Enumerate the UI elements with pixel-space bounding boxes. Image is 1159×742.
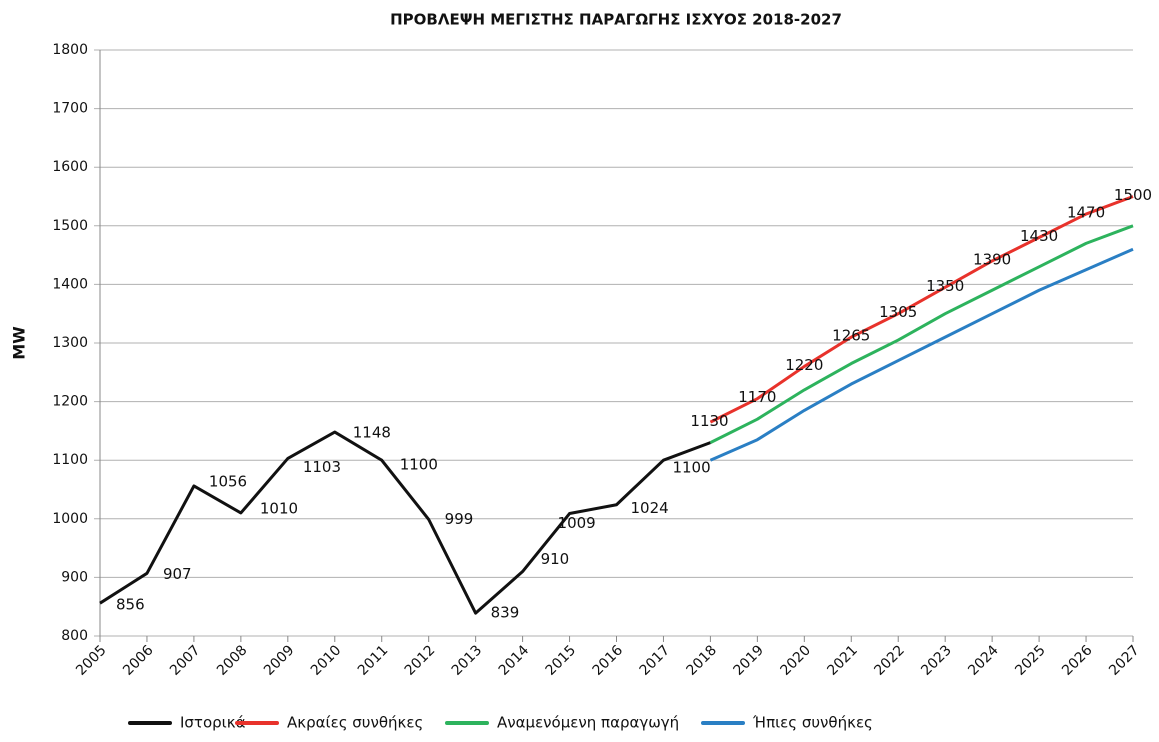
data-label: 1220 <box>785 356 823 374</box>
series-line <box>709 247 1134 462</box>
x-tick-label: 2015 <box>543 642 580 679</box>
data-label: 1056 <box>209 472 247 490</box>
data-label: 1500 <box>1114 186 1152 204</box>
y-tick-label: 1600 <box>52 159 88 175</box>
x-tick-label: 2017 <box>637 642 674 679</box>
x-tick-label: 2009 <box>261 642 298 679</box>
data-label: 1100 <box>400 456 438 474</box>
data-label: 1130 <box>690 412 728 430</box>
data-label: 1430 <box>1020 227 1058 245</box>
x-tick-label: 2005 <box>73 642 110 679</box>
x-tick-label: 2025 <box>1012 642 1049 679</box>
series-line <box>99 430 711 615</box>
y-tick-label: 1000 <box>52 511 88 527</box>
y-tick-label: 1500 <box>52 218 88 234</box>
data-label: 1305 <box>879 303 917 321</box>
data-label: 1265 <box>832 327 870 345</box>
y-tick-label: 800 <box>61 628 88 644</box>
x-tick-label: 2027 <box>1106 642 1143 679</box>
legend-label: Ιστορικά <box>180 714 246 732</box>
x-tick-label: 2014 <box>496 642 533 679</box>
data-label: 1100 <box>672 459 710 477</box>
x-tick-label: 2010 <box>308 642 345 679</box>
x-tick-label: 2024 <box>965 642 1002 679</box>
data-label: 1470 <box>1067 204 1105 222</box>
data-label: 839 <box>491 604 520 622</box>
x-tick-label: 2020 <box>777 642 814 679</box>
y-tick-label: 1700 <box>52 101 88 117</box>
legend-label: Ήπιες συνθήκες <box>752 714 873 732</box>
chart-title: ΠΡΟΒΛΕΨΗ ΜΕΓΙΣΤΗΣ ΠΑΡΑΓΩΓΗΣ ΙΣΧΥΟΣ 2018-… <box>390 11 842 29</box>
y-tick-label: 1100 <box>52 452 88 468</box>
data-label: 907 <box>163 565 192 583</box>
data-label: 1390 <box>973 250 1011 268</box>
data-label: 1170 <box>738 388 776 406</box>
x-tick-label: 2018 <box>684 642 721 679</box>
y-tick-label: 1200 <box>52 394 88 410</box>
legend-label: Ακραίες συνθήκες <box>287 714 423 732</box>
data-label: 910 <box>541 550 570 568</box>
x-tick-label: 2026 <box>1059 642 1096 679</box>
series-line <box>709 195 1134 424</box>
x-tick-label: 2021 <box>824 642 861 679</box>
x-tick-label: 2023 <box>918 642 955 679</box>
data-label: 1103 <box>303 458 341 476</box>
y-tick-label: 1300 <box>52 335 88 351</box>
x-tick-label: 2006 <box>120 642 157 679</box>
data-label: 1350 <box>926 277 964 295</box>
y-tick-label: 1800 <box>52 42 88 58</box>
y-tick-label: 1400 <box>52 276 88 292</box>
x-tick-label: 2022 <box>871 642 908 679</box>
x-tick-label: 2012 <box>402 642 439 679</box>
x-tick-label: 2013 <box>449 642 486 679</box>
data-label: 856 <box>116 596 145 614</box>
series-line <box>709 224 1134 444</box>
x-tick-label: 2016 <box>590 642 627 679</box>
x-tick-label: 2007 <box>167 642 204 679</box>
y-tick-label: 900 <box>61 569 88 585</box>
x-tick-label: 2011 <box>355 642 392 679</box>
data-label: 1148 <box>353 424 391 442</box>
data-label: 1024 <box>631 499 669 517</box>
data-label: 1010 <box>260 499 298 517</box>
data-label: 999 <box>445 510 474 528</box>
x-tick-label: 2019 <box>731 642 768 679</box>
legend-label: Αναμενόμενη παραγωγή <box>497 714 679 732</box>
x-tick-label: 2008 <box>214 642 251 679</box>
data-label: 1009 <box>558 514 596 532</box>
y-axis-label: MW <box>10 326 29 360</box>
